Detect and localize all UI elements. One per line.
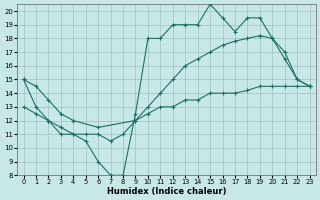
X-axis label: Humidex (Indice chaleur): Humidex (Indice chaleur) <box>107 187 226 196</box>
